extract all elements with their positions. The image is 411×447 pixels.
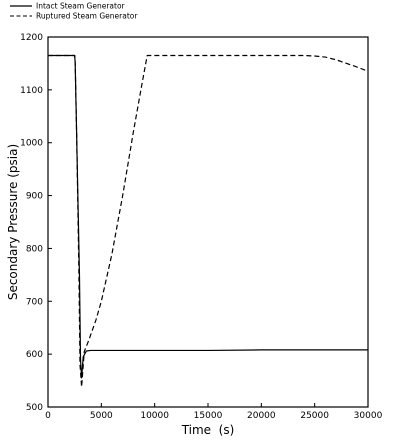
legend: Intact Steam Generator Ruptured Steam Ge…: [10, 2, 138, 21]
legend-label-ruptured: Ruptured Steam Generator: [36, 12, 138, 21]
y-axis-ticks: 500 600 700 800 900 1000 1100 1200: [20, 33, 52, 413]
x-tick-label: 25000: [300, 411, 329, 421]
x-tick-label: 5000: [90, 411, 113, 421]
series-lines: [48, 54, 369, 388]
y-axis-title: Secondary Pressure (psia): [6, 144, 20, 300]
y-tick-label: 900: [26, 192, 43, 202]
series-line-intact: [48, 54, 368, 379]
y-tick-label: 1200: [20, 33, 43, 43]
y-tick-label: 700: [26, 297, 43, 307]
x-axis-ticks: 0 5000 10000 15000 20000 25000 30000: [45, 403, 383, 421]
y-tick-label: 800: [26, 244, 43, 254]
x-axis-title: Time (s): [181, 423, 235, 437]
series-line-ruptured: [48, 54, 369, 388]
legend-label-intact: Intact Steam Generator: [36, 2, 126, 11]
x-tick-label: 10000: [140, 411, 169, 421]
y-tick-label: 1100: [20, 86, 43, 96]
x-tick-label: 20000: [247, 411, 276, 421]
x-tick-label: 30000: [354, 411, 383, 421]
y-tick-label: 1000: [20, 139, 43, 149]
y-tick-label: 600: [26, 350, 43, 360]
x-tick-label: 15000: [194, 411, 223, 421]
plot-area: [47, 36, 369, 408]
y-tick-label: 500: [26, 403, 43, 413]
x-tick-label: 0: [45, 411, 51, 421]
